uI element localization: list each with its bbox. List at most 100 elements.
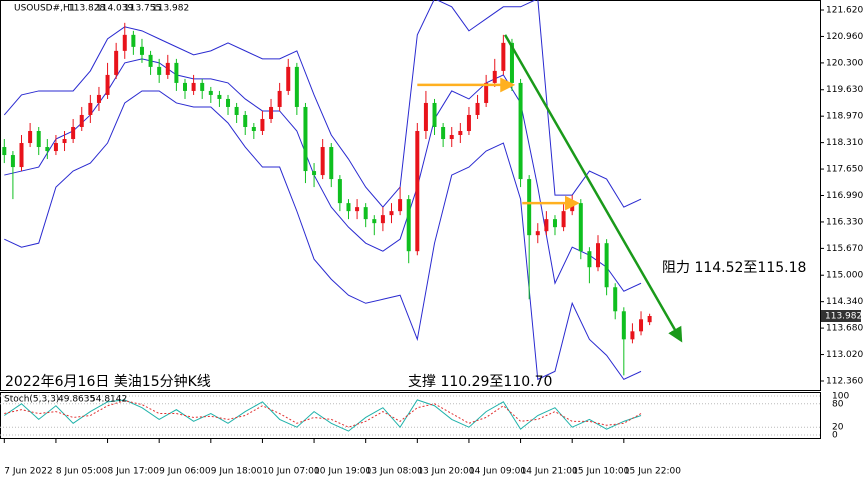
candle-body	[406, 199, 411, 252]
x-tick-label: 14 Jun 21:00	[521, 467, 578, 477]
axes: 121.620 120.960 120.300 119.630 118.970 118.3…	[3, 6, 863, 477]
candle-body	[578, 203, 583, 252]
drawn-line	[503, 34, 683, 343]
y-tick-label: 120.960	[826, 32, 863, 42]
y-tick-label: 121.620	[826, 6, 863, 16]
candle-body	[535, 231, 540, 236]
y-tick-label: 112.360	[826, 376, 863, 386]
candle-body	[53, 143, 58, 152]
candle-body	[466, 114, 471, 132]
x-tick-label: 8 Jun 17:00	[108, 467, 160, 477]
candle-body	[346, 203, 351, 212]
x-tick-label: 13 Jun 20:00	[417, 467, 474, 477]
candle-body	[415, 131, 420, 252]
annotation: 2022年6月16日 美油15分钟K线	[5, 373, 211, 390]
y-tick-label: 118.310	[826, 138, 863, 148]
candle-body	[234, 106, 239, 115]
x-tick-label: 13 Jun 08:00	[366, 467, 423, 477]
x-tick-label: 15 Jun 22:00	[624, 467, 681, 477]
candle-body	[277, 90, 282, 107]
candle-body	[639, 319, 644, 332]
stoch-signal-value: 54.8142	[90, 395, 127, 405]
candle-body	[621, 311, 626, 340]
candle-body	[329, 147, 334, 180]
y-tick-label: 113.680	[826, 324, 863, 334]
candle-body	[604, 243, 609, 288]
y-tick-label: 119.630	[826, 85, 863, 95]
candle-body	[596, 243, 601, 268]
candle-body	[441, 126, 446, 140]
candle-body	[398, 199, 403, 212]
candle-body	[501, 42, 506, 71]
x-tick-label: 15 Jun 10:00	[572, 467, 629, 477]
candle-body	[105, 74, 110, 95]
annotation: 阻力 114.52至115.18	[662, 260, 806, 276]
candle-body	[363, 207, 368, 220]
y-tick-label: 113.020	[826, 350, 863, 360]
candle-body	[294, 66, 299, 107]
band-lower	[4, 90, 642, 381]
last-high: 114.039	[96, 4, 133, 14]
candle-body	[191, 82, 196, 91]
price-box-label: 113.982	[825, 312, 862, 322]
x-tick-label: 7 Jun 2022	[4, 467, 52, 477]
candle-body	[45, 147, 50, 152]
last-close: 113.982	[152, 4, 189, 14]
candle-body	[518, 82, 523, 180]
x-tick-label: 9 Jun 18:00	[211, 467, 263, 477]
candle-body	[312, 171, 317, 176]
candle-body	[36, 131, 41, 148]
candle-body	[88, 102, 93, 115]
y-tick-label: 120.300	[826, 58, 863, 68]
last-open: 113.828	[68, 4, 105, 14]
candle-body	[492, 70, 497, 83]
stoch-main-value: 49.8635	[58, 395, 95, 405]
candle-body	[260, 118, 265, 132]
candle-body	[389, 211, 394, 216]
y-tick-label: 117.650	[826, 165, 863, 175]
candle-body	[630, 331, 635, 340]
candle-body	[449, 135, 454, 140]
x-tick-label: 14 Jun 09:00	[469, 467, 526, 477]
candle-body	[174, 62, 179, 83]
candle-body	[587, 251, 592, 268]
x-tick-label: 10 Jun 19:00	[314, 467, 371, 477]
annotation: 支撑 110.29至110.70	[408, 374, 552, 390]
candle-body	[475, 102, 480, 115]
stoch-name: Stoch(5,3,3)	[4, 395, 59, 405]
candle-body	[148, 54, 153, 67]
y-tick-label: 115.670	[826, 244, 863, 254]
candle-body	[226, 98, 231, 107]
stoch-plot	[0, 395, 820, 436]
candle-body	[79, 114, 84, 127]
x-tick-label: 9 Jun 06:00	[159, 467, 211, 477]
candle-body	[355, 207, 360, 212]
main-frame	[0, 0, 821, 391]
candle-body	[320, 147, 325, 176]
candle-body	[122, 34, 127, 51]
main-plot	[2, 0, 683, 381]
candle-body	[251, 126, 256, 132]
candle-body	[484, 82, 489, 103]
candle-body	[243, 114, 248, 127]
candle-body	[139, 46, 144, 55]
stoch-tick-label: 80	[832, 399, 844, 409]
candle-body	[62, 139, 67, 144]
y-tick-label: 116.330	[826, 217, 863, 227]
candle-body	[200, 82, 205, 91]
candle-body	[208, 90, 213, 95]
y-tick-label: 115.000	[826, 271, 863, 281]
x-tick-label: 8 Jun 05:00	[56, 467, 108, 477]
candle-body	[131, 34, 136, 47]
candle-body	[561, 211, 566, 228]
band-upper	[3, 0, 642, 208]
candle-body	[380, 215, 385, 224]
x-tick-label: 10 Jun 07:00	[262, 467, 319, 477]
stoch-tick-label: 100	[832, 392, 849, 402]
candle-body	[432, 102, 437, 127]
candle-body	[2, 147, 7, 156]
candle-body	[96, 94, 101, 103]
band-middle	[4, 58, 642, 292]
symbol: USOUSD#,H1	[14, 4, 76, 14]
